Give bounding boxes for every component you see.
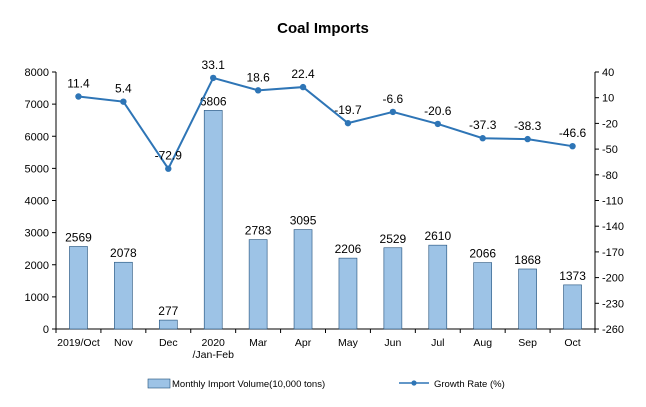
x-tick-label: Aug — [473, 337, 492, 349]
bar-value-label: 2610 — [424, 229, 451, 243]
line-point — [299, 83, 307, 91]
bar-value-label: 3095 — [290, 214, 317, 228]
bar-value-label: 2529 — [380, 232, 407, 246]
right-tick-label: -80 — [602, 170, 618, 182]
line-point — [569, 142, 576, 150]
right-tick-label: -200 — [602, 273, 624, 285]
chart-legend: Monthly Import Volume(10,000 tons) Growt… — [147, 378, 505, 390]
legend-line-label: Growth Rate (%) — [434, 379, 505, 390]
line-value-label: -37.3 — [469, 118, 497, 132]
bar-value-label: 2569 — [65, 230, 92, 244]
bar-value-label: 6806 — [200, 94, 227, 108]
line-value-label: -46.6 — [559, 126, 587, 140]
line-value-label: 33.1 — [202, 58, 226, 72]
x-tick-label: Jun — [384, 337, 401, 349]
bar-value-label: 2783 — [245, 224, 272, 238]
left-tick-label: 2000 — [25, 260, 49, 272]
x-tick-label: Apr — [295, 337, 312, 349]
line-point — [344, 119, 352, 127]
bar-value-label: 2206 — [335, 242, 362, 256]
bar-value-label: 1373 — [559, 269, 586, 283]
line-point — [434, 120, 441, 128]
x-tick-label: Nov — [114, 337, 133, 349]
bar-value-label: 277 — [158, 304, 178, 318]
left-tick-label: 8000 — [25, 67, 49, 79]
right-tick-label: 40 — [602, 67, 614, 79]
right-tick-label: 10 — [602, 93, 614, 105]
line-value-label: -6.6 — [383, 92, 404, 106]
line-value-label: -19.7 — [334, 103, 362, 117]
line-value-label: 18.6 — [246, 70, 270, 84]
bar — [473, 262, 493, 330]
line-point — [165, 165, 172, 172]
bar — [248, 239, 268, 330]
left-tick-label: 4000 — [25, 196, 49, 208]
chart-axes: 0 1000 2000 3000 4000 5000 6000 7000 8000 40 10 -20… — [25, 67, 625, 361]
x-tick-label: Oct — [564, 337, 580, 349]
legend-line-marker — [411, 380, 417, 386]
right-tick-label: -110 — [602, 196, 623, 208]
right-tick-label: -230 — [602, 298, 624, 310]
line-point — [210, 74, 217, 82]
chart-title: Coal Imports — [277, 20, 369, 37]
bar — [114, 261, 133, 330]
bar-value-label: 2078 — [110, 246, 137, 260]
line-value-label: -20.6 — [424, 104, 452, 118]
x-tick-label: /Jan-Feb — [192, 349, 234, 361]
bar — [383, 247, 403, 330]
x-tick-label: 2020 — [202, 337, 226, 349]
line-point — [389, 108, 397, 116]
line-point — [120, 98, 127, 105]
bar-value-label: 2066 — [469, 247, 496, 261]
x-tick-label: Sep — [518, 337, 537, 349]
left-tick-label: 3000 — [25, 228, 49, 240]
legend-bar-swatch — [147, 378, 171, 389]
right-tick-label: -140 — [602, 221, 624, 233]
line-value-label: -72.9 — [155, 149, 183, 163]
line-point — [479, 135, 486, 142]
left-tick-label: 1000 — [25, 292, 49, 304]
line-point — [75, 93, 82, 100]
right-tick-label: -20 — [602, 118, 618, 130]
bar — [428, 244, 448, 330]
bar — [203, 110, 223, 330]
bar — [69, 246, 88, 330]
left-tick-label: 6000 — [25, 131, 49, 143]
line-value-label: -38.3 — [514, 119, 542, 133]
bar — [158, 319, 178, 330]
bar — [518, 268, 537, 330]
right-tick-label: -170 — [602, 247, 624, 259]
line-point — [254, 87, 262, 94]
left-tick-label: 7000 — [25, 99, 49, 111]
left-tick-label: 5000 — [25, 163, 49, 175]
right-tick-label: -50 — [602, 144, 618, 156]
bar — [563, 284, 582, 330]
bar-series: 2569 2078 277 6806 2783 3095 2206 2529 2610 2066 1… — [65, 94, 586, 330]
right-tick-label: -260 — [602, 324, 624, 336]
line-value-label: 5.4 — [115, 82, 132, 96]
x-tick-label: 2019/Oct — [57, 337, 100, 349]
x-tick-label: Dec — [159, 337, 178, 349]
growth-line — [78, 76, 573, 171]
legend-bar-label: Monthly Import Volume(10,000 tons) — [172, 379, 325, 390]
x-tick-label: Jul — [431, 337, 444, 349]
x-tick-label: Mar — [249, 337, 268, 349]
line-value-label: 11.4 — [67, 77, 90, 91]
bar — [338, 257, 358, 330]
line-series: 11.4 5.4 -72.9 33.1 18.6 22.4 -19.7 -6.6 -20.6 -3… — [67, 58, 587, 172]
bar — [293, 229, 313, 330]
line-point — [524, 135, 531, 143]
bar-value-label: 1868 — [514, 253, 541, 267]
x-tick-label: May — [338, 337, 359, 349]
left-tick-label: 0 — [43, 324, 49, 336]
line-value-label: 22.4 — [291, 67, 315, 81]
